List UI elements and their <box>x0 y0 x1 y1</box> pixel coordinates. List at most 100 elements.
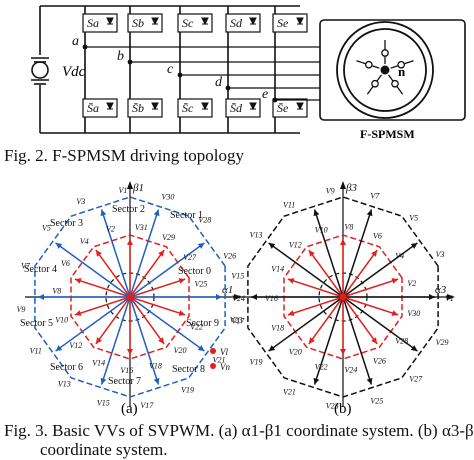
large-vector <box>129 209 160 298</box>
vector-label: V4 <box>395 252 404 261</box>
upper-switch-label: Sb <box>132 16 144 30</box>
large-vector-head <box>197 345 205 352</box>
vector-label: V23 <box>230 316 243 325</box>
medium-vector <box>342 296 378 345</box>
vector-label: V20 <box>174 346 187 355</box>
vector-label: V26 <box>223 251 236 260</box>
sector-label: Sector 7 <box>108 376 141 387</box>
vector-label: V13 <box>250 231 263 240</box>
large-vector <box>342 296 373 385</box>
vector-label: V3 <box>436 250 445 259</box>
vector-label: V9 <box>326 187 335 196</box>
legend-marker <box>210 363 216 369</box>
large-vector-head <box>268 242 276 249</box>
vector-label: V19 <box>181 386 194 395</box>
winding-coil <box>371 79 379 88</box>
winding-coil <box>381 49 389 57</box>
large-vector <box>129 296 160 385</box>
diode-icon <box>296 102 304 111</box>
winding-coil <box>397 60 406 69</box>
vector-label: V30 <box>407 309 420 318</box>
subfigure-a-label: (a) <box>121 401 138 417</box>
fig2-caption: Fig. 2. F-SPMSM driving topology <box>4 146 244 165</box>
medium-vector-head <box>371 337 378 344</box>
vector-label: V27 <box>409 374 423 383</box>
winding-coil <box>391 79 399 88</box>
vector-label: V4 <box>80 237 89 246</box>
vector-label: V18 <box>149 362 162 371</box>
medium-vector-head <box>158 337 165 344</box>
lower-switch-label: S̄b <box>132 101 144 115</box>
vector-label: V2 <box>106 224 115 233</box>
x-axis-arrow <box>447 294 455 300</box>
vector-label: V1 <box>445 294 454 303</box>
medium-vector-head <box>74 310 82 316</box>
medium-vector-decagon <box>70 234 190 360</box>
vector-label: V17 <box>140 401 154 410</box>
subfigure-b-label: (b) <box>334 401 352 417</box>
diode-icon <box>106 102 114 111</box>
diode-icon <box>249 102 257 111</box>
motor-diagram <box>319 19 466 121</box>
large-vector <box>100 209 131 298</box>
phase-node-label: b <box>117 49 124 64</box>
vector-label: V6 <box>61 259 70 268</box>
medium-vector-head <box>308 337 315 344</box>
medium-vector-head <box>391 278 399 284</box>
vector-label: V13 <box>58 379 71 388</box>
vector-label: V20 <box>289 348 302 357</box>
vector-label: V22 <box>190 322 203 331</box>
large-vector-head <box>153 209 160 217</box>
large-vector-head <box>429 294 435 300</box>
large-vector-head <box>410 242 418 249</box>
motor-label: F-SPMSM <box>360 127 415 141</box>
large-vector-head <box>100 209 107 217</box>
medium-vector-head <box>340 349 346 355</box>
large-vector-decagon <box>247 196 439 398</box>
vector-label: V21 <box>213 356 226 365</box>
large-vector-head <box>313 377 320 385</box>
dc-source-icon <box>31 61 49 79</box>
medium-vector-head <box>340 239 346 245</box>
vector-label: V8 <box>345 222 354 231</box>
large-vector <box>129 296 205 352</box>
medium-vector <box>342 278 399 298</box>
phase-node-label: a <box>72 34 79 49</box>
vector-label: V24 <box>232 294 245 303</box>
medium-vector-head <box>95 250 102 257</box>
medium-vector <box>74 278 131 298</box>
large-vector <box>268 296 344 352</box>
medium-vector <box>287 296 344 316</box>
upper-switch-label: Sc <box>182 16 194 30</box>
y-axis-arrow <box>127 181 133 189</box>
vector-label: V5 <box>409 214 418 223</box>
medium-vector-head <box>178 278 186 284</box>
winding-coil <box>364 60 373 69</box>
vector-label: V12 <box>289 240 302 249</box>
lower-switch-label: S̄c <box>182 101 194 115</box>
large-vector-decagon <box>34 196 226 398</box>
medium-vector <box>129 296 165 345</box>
medium-vector-decagon <box>283 234 403 360</box>
medium-vector <box>308 296 344 345</box>
vector-label: V17 <box>231 316 245 325</box>
diode-icon <box>201 102 209 111</box>
lower-switch-label: S̄a <box>87 101 99 115</box>
origin-dot <box>339 293 347 301</box>
large-vector <box>55 242 131 298</box>
phase-node-label: c <box>167 62 174 77</box>
vector-label: V15 <box>97 399 110 408</box>
vector-label: V3 <box>76 197 85 206</box>
y-axis-arrow <box>340 181 346 189</box>
fig3-caption-line2: coordinate system. <box>40 440 168 459</box>
sector-label: Sector 9 <box>186 318 219 329</box>
vector-label: V25 <box>370 397 383 406</box>
medium-vector-head <box>158 250 165 257</box>
diode-icon <box>201 17 209 26</box>
vector-label: V28 <box>198 216 211 225</box>
vector-label: V16 <box>120 366 133 375</box>
x-axis-label: α1 <box>222 284 233 296</box>
large-vector <box>342 296 418 352</box>
vector-label: V30 <box>162 193 175 202</box>
